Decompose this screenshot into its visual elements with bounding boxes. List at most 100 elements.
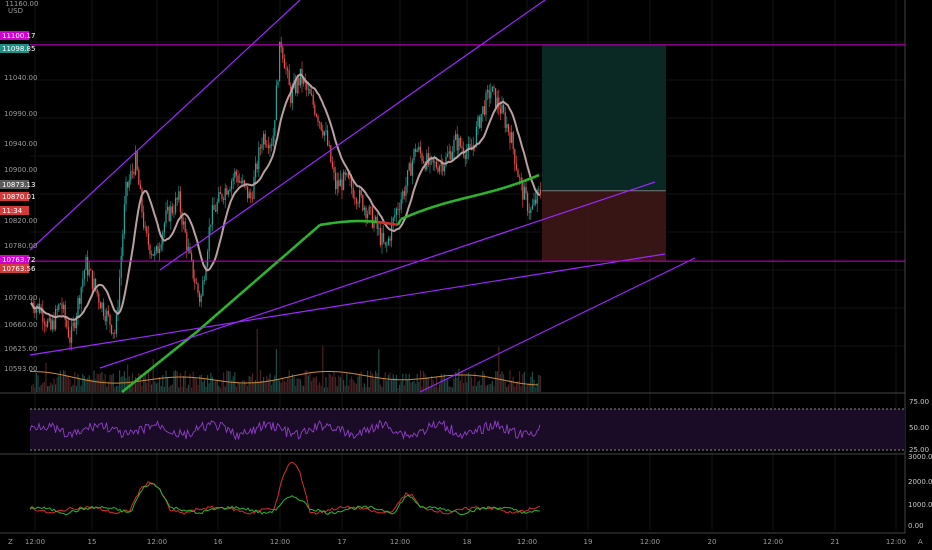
volume-bar [335,377,337,392]
candle-body [453,139,455,153]
candle-body [216,201,218,212]
time-axis-tick-label: 16 [214,538,223,546]
volume-bar [368,387,370,392]
volume-bar [365,386,367,392]
candle-body [125,182,127,205]
candle-body [224,188,226,200]
volume-bar [459,380,461,392]
candle-body [111,324,113,334]
volume-bar [466,382,468,392]
volume-bar [314,378,316,392]
candle-body [74,322,76,329]
candle-body [464,155,466,159]
slow-ma-segment [211,315,216,320]
price-tag-label: 10870.01 [2,193,35,201]
candle-body [43,322,45,325]
volume-bar [525,386,527,392]
volume-bar [487,385,489,392]
time-axis-tick-label: 21 [831,538,840,546]
slow-ma-segment [295,242,300,247]
volume-bar [67,375,69,392]
slow-ma-segment [202,322,207,328]
candle-body [495,88,497,108]
price-tag [0,206,29,215]
slow-ma-segment [280,255,285,260]
volume-bar [344,385,346,392]
volume-bar [448,386,450,392]
slow-ma-segment [400,216,405,221]
candle-body [459,137,461,147]
volume-bar [277,379,279,392]
candle-body [306,83,308,90]
candle-body [365,207,367,219]
candle-body [40,308,42,313]
candle-body [202,280,204,296]
candle-body [82,278,84,288]
candle-body [344,171,346,175]
volume-bar [71,386,73,392]
slow-ma-segment [466,195,471,199]
volume-bar [213,381,215,392]
long-position-box[interactable] [542,44,666,262]
candle-body [58,304,60,310]
volume-bar [107,381,109,392]
candle-body [461,146,463,149]
currency-label: USD [8,7,23,15]
candle-body [400,199,402,210]
price-axis-tick-label: 10625.00 [4,345,37,353]
volume-bar [461,371,463,392]
volume-bar [87,377,89,392]
candle-body [415,149,417,152]
candle-body [210,224,212,227]
candle-body [299,68,301,86]
candle-body [443,165,445,172]
volume-bar [63,370,65,392]
volume-bar [162,375,164,392]
volume-bar [240,383,242,392]
volume-bar [231,380,233,392]
price-axis-tick-label: 10660.00 [4,321,37,329]
slow-ma-segment [490,189,495,193]
candle-body [197,283,199,293]
slow-ma-segment [454,198,459,202]
volume-bar [303,385,305,392]
volume-bar [53,378,55,392]
volume-bar [59,370,61,392]
candle-body [130,171,132,181]
slow-ma-segment [286,249,291,255]
slow-ma-segment [505,184,510,189]
candle-body [61,303,63,310]
candle-body [501,104,503,114]
volume-bar [424,373,426,392]
candle-body [367,213,369,219]
volume-bar [280,383,282,392]
candle-body [48,318,50,321]
candle-body [213,205,215,210]
slow-ma-segment [451,199,456,203]
candle-body [119,277,121,308]
slow-ma-segment [256,275,261,281]
slow-ma-segment [250,281,255,286]
volume-bar [143,377,145,392]
volume-bar [85,379,87,392]
candle-body [227,191,229,195]
trendlines[interactable] [29,0,905,393]
volume-bar [186,387,188,392]
slow-ma-segment [157,359,162,365]
volume-bar [320,385,322,392]
volume-bar [47,386,49,392]
time-axis-tick-label: 12:00 [25,538,45,546]
volume-bar [479,380,481,392]
volume-bar [271,385,273,392]
candle-body [535,199,537,204]
volume-bar [511,380,513,392]
candle-body [205,266,207,280]
volume-bar [50,382,52,392]
candle-body [338,180,340,187]
price-tag-label: 10873.13 [2,181,35,189]
candle-body [533,199,535,206]
time-axis-tick-label: 12:00 [517,538,537,546]
timezone-corner-label: Z [8,538,13,546]
candle-body [232,177,234,182]
